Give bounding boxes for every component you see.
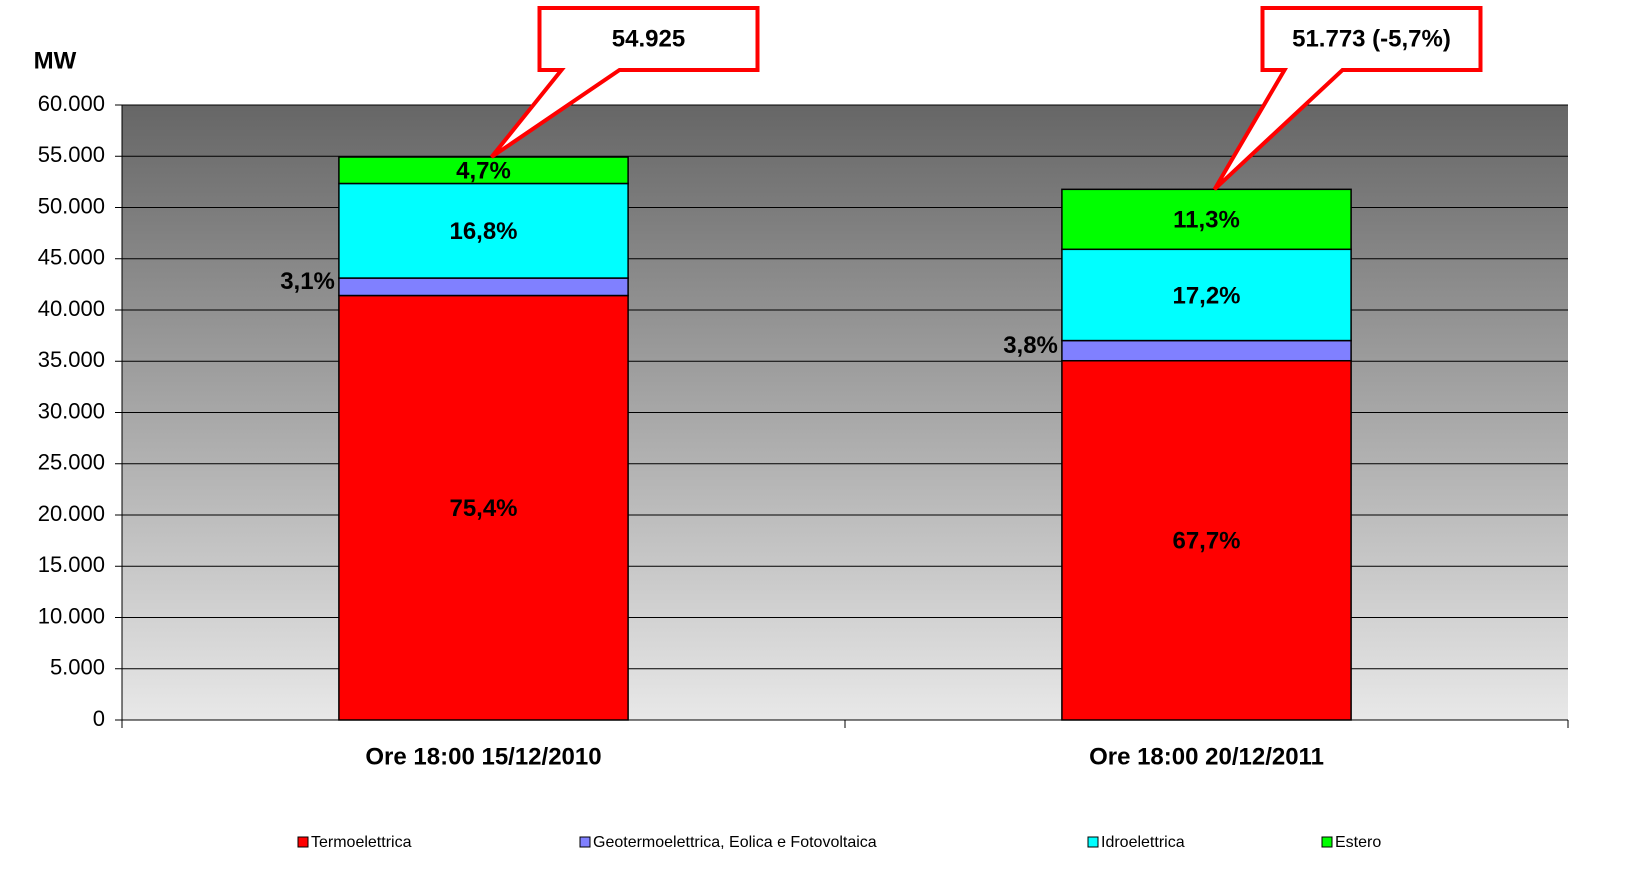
legend-swatch (579, 836, 591, 848)
x-tick-label: Ore 18:00 20/12/2011 (1089, 743, 1324, 770)
y-tick-label: 5.000 (50, 655, 105, 680)
legend-swatch (297, 836, 309, 848)
y-tick-label: 30.000 (38, 398, 105, 423)
bar-segment (1061, 188, 1352, 251)
data-label: 67,7% (1172, 528, 1240, 555)
data-label: 16,8% (449, 218, 517, 245)
y-tick-label: 40.000 (38, 296, 105, 321)
legend-swatch (1087, 836, 1099, 848)
callout-text: 54.925 (612, 25, 685, 52)
data-label: 4,7% (456, 158, 511, 185)
legend-label: Idroelettrica (1101, 834, 1185, 851)
data-label: 75,4% (449, 495, 517, 522)
legend-label: Estero (1335, 834, 1381, 851)
legend-label: Termoelettrica (311, 834, 412, 851)
x-tick-label: Ore 18:00 15/12/2010 (365, 743, 601, 770)
bar-segment (1061, 359, 1352, 721)
y-tick-label: 45.000 (38, 245, 105, 270)
data-label: 3,8% (1003, 332, 1058, 359)
y-tick-label: 35.000 (38, 347, 105, 372)
data-label: 3,1% (280, 268, 335, 295)
y-tick-label: 60.000 (38, 91, 105, 116)
legend-swatch (1321, 836, 1333, 848)
bar-segment (1061, 248, 1352, 342)
y-tick-label: 10.000 (38, 603, 105, 628)
bar-segment (1061, 339, 1352, 362)
bar-segment (338, 156, 629, 185)
y-tick-label: 55.000 (38, 142, 105, 167)
callout-box (1212, 6, 1483, 191)
data-label: 11,3% (1173, 207, 1240, 234)
y-tick-label: 20.000 (38, 501, 105, 526)
y-axis-label: MW (34, 47, 77, 74)
bar-segment (338, 182, 629, 279)
callout-text: 51.773 (-5,7%) (1292, 25, 1451, 52)
bar-segment (338, 277, 629, 297)
y-tick-label: 0 (93, 706, 105, 731)
y-tick-label: 50.000 (38, 193, 105, 218)
y-tick-label: 25.000 (38, 450, 105, 475)
callout-box (489, 6, 760, 159)
y-tick-label: 15.000 (38, 552, 105, 577)
legend-label: Geotermoelettrica, Eolica e Fotovoltaica (593, 834, 877, 851)
data-label: 17,2% (1172, 282, 1240, 309)
